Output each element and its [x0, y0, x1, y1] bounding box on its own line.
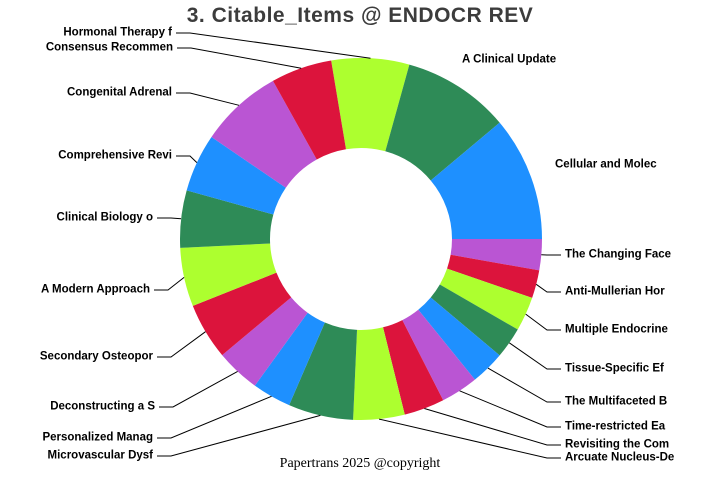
pie-slice[interactable] [272, 60, 346, 160]
leader-line [535, 283, 561, 293]
slice-label: Cellular and Molec [555, 158, 657, 171]
leader-line [378, 418, 561, 459]
pie-slice[interactable] [180, 190, 274, 248]
slice-label: Hormonal Therapy f [63, 26, 172, 39]
slice-label: Microvascular Dysf [47, 449, 153, 462]
pie-slice[interactable] [222, 297, 308, 386]
slice-label: Personalized Manag [42, 431, 153, 444]
slice-label: Revisiting the Com [565, 438, 670, 451]
leader-line [159, 370, 238, 408]
leader-line [424, 408, 561, 446]
leader-line [157, 414, 321, 457]
pie-slice[interactable] [447, 254, 540, 298]
leader-line [157, 395, 272, 439]
slice-label: Anti-Mullerian Hor [565, 285, 665, 298]
pie-slice[interactable] [383, 320, 444, 415]
leader-line [157, 331, 206, 358]
pie-slice[interactable] [254, 312, 325, 406]
pie-slice[interactable] [186, 137, 286, 215]
leader-line [176, 32, 371, 59]
leader-line [154, 277, 185, 291]
slice-label: Multiple Endocrine [565, 323, 668, 336]
pie-slice[interactable] [402, 309, 475, 401]
pie-slice[interactable] [192, 272, 292, 356]
slice-label: Tissue-Specific Ef [565, 362, 664, 375]
slice-label: The Multifaceted B [565, 395, 668, 408]
copyright-footer: Papertrans 2025 @copyright [279, 456, 441, 471]
slice-label: Comprehensive Revi [58, 149, 172, 162]
slice-label: Deconstructing a S [50, 400, 155, 413]
slice-label: Arcuate Nucleus-De [565, 451, 675, 464]
slice-label: The Changing Face [565, 248, 672, 261]
pie-slice[interactable] [211, 80, 317, 188]
pie-slice[interactable] [180, 243, 277, 306]
pie-slice[interactable] [353, 327, 405, 421]
slice-label: Clinical Biology o [56, 211, 153, 224]
pie-slice[interactable] [439, 268, 533, 330]
leader-line [176, 92, 240, 106]
leader-line [509, 342, 561, 370]
pie-slice[interactable] [331, 57, 410, 152]
chart-title: 3. Citable_Items @ ENDOCR REV [186, 4, 534, 27]
pie-slice[interactable] [430, 284, 518, 356]
slice-label: A Modern Approach [40, 283, 150, 296]
slice-label: Congenital Adrenal [67, 86, 172, 99]
pie-slice[interactable] [418, 297, 500, 380]
leader-line [157, 217, 182, 220]
leader-line [177, 47, 302, 69]
pie-slice[interactable] [289, 322, 358, 420]
leader-line [176, 155, 198, 163]
pie-slice[interactable] [385, 64, 500, 181]
slice-label: Time-restricted Ea [565, 420, 666, 433]
slice-label: Consensus Recommen [45, 41, 173, 54]
pie-slice[interactable] [430, 122, 542, 239]
leader-line [487, 367, 561, 403]
leader-line [525, 313, 561, 331]
leader-line [459, 390, 561, 428]
slice-label: A Clinical Update [462, 53, 557, 66]
slice-label: Secondary Osteopor [39, 350, 153, 363]
pie-slice[interactable] [450, 239, 542, 271]
